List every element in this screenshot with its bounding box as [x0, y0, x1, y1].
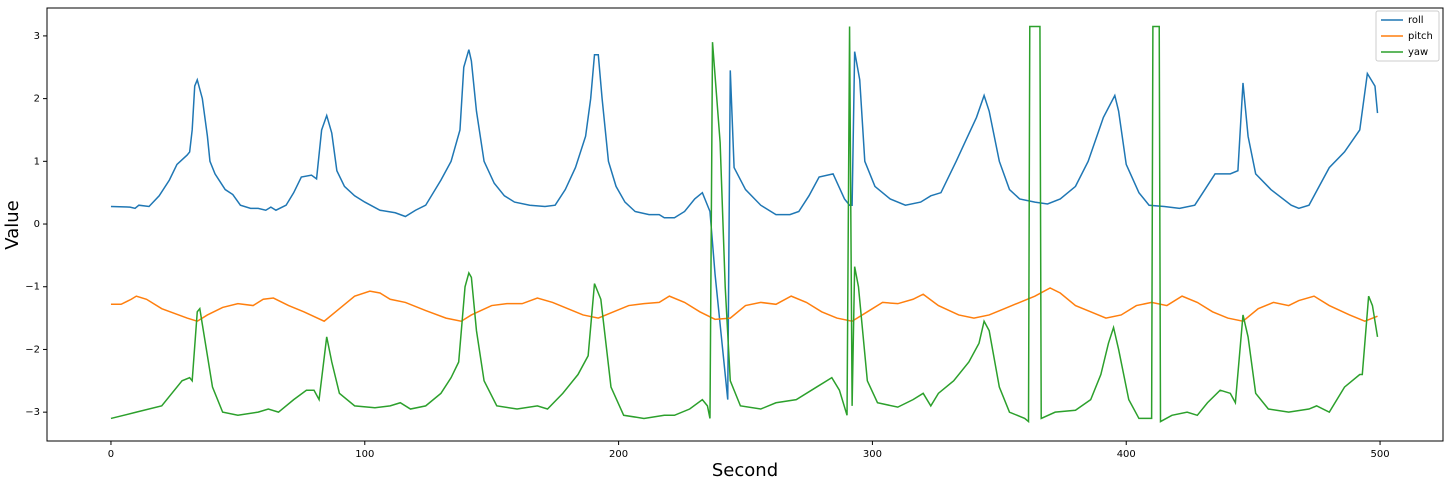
y-tick-label: 2	[34, 94, 40, 105]
y-tick-label: −2	[25, 344, 40, 355]
plot-frame	[46, 7, 1444, 442]
y-tick-label: 1	[34, 156, 40, 167]
x-tick-label: 400	[1117, 449, 1136, 460]
y-tick-label: −3	[25, 407, 40, 418]
x-tick-label: 300	[863, 449, 882, 460]
series-line	[110, 287, 1378, 323]
series-line	[110, 25, 1379, 424]
legend-label: roll	[1408, 15, 1424, 26]
series-line	[110, 49, 1379, 400]
y-axis-label: Value	[2, 200, 23, 249]
y-tick-label: 3	[34, 31, 40, 42]
legend-label: yaw	[1408, 47, 1428, 58]
x-tick-label: 200	[609, 449, 628, 460]
legend-label: pitch	[1408, 31, 1433, 42]
y-tick-label: 0	[34, 219, 40, 230]
y-tick-label: −1	[25, 282, 40, 293]
x-tick-label: 100	[355, 449, 374, 460]
legend-box	[1375, 10, 1440, 62]
x-tick-label: 0	[108, 449, 114, 460]
x-axis-label: Second	[712, 460, 778, 481]
x-tick-label: 500	[1371, 449, 1390, 460]
